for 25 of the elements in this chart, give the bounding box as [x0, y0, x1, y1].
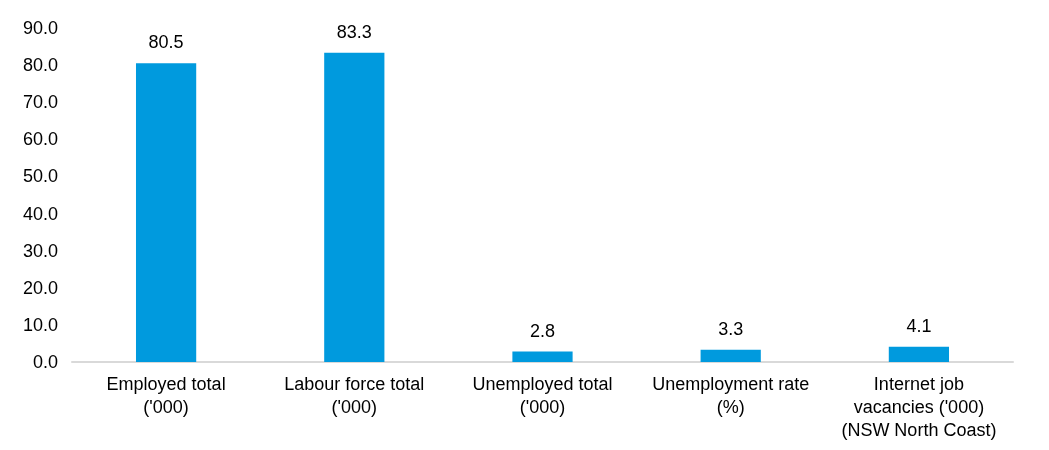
x-tick-label: Unemployment rate (%) — [652, 373, 810, 417]
y-tick-label: 0.0 — [32, 352, 58, 372]
y-tick-label: 60.0 — [22, 129, 58, 150]
y-tick-label: 70.0 — [22, 92, 58, 113]
data-label: 3.3 — [718, 318, 744, 339]
data-label: 4.1 — [906, 315, 932, 336]
x-tick-label: Unemployed total ('000) — [472, 373, 613, 417]
bar — [135, 63, 197, 362]
x-tick-label: Labour force total ('000) — [284, 373, 425, 417]
x-tick-label: Internet job vacancies ('000) (NSW North Coast) — [841, 373, 997, 440]
y-tick-label: 90.0 — [22, 18, 58, 38]
y-tick-label: 20.0 — [22, 277, 58, 298]
y-tick-label: 80.0 — [22, 55, 58, 76]
y-tick-label: 40.0 — [22, 203, 58, 224]
x-tick-label: Employed total ('000) — [106, 373, 226, 417]
bar — [888, 346, 950, 362]
y-tick-label: 30.0 — [22, 240, 58, 261]
y-tick-label: 50.0 — [22, 166, 58, 187]
data-label: 80.5 — [148, 32, 184, 53]
bar — [700, 349, 761, 362]
bar — [324, 52, 385, 362]
bar — [512, 351, 573, 362]
data-label: 83.3 — [336, 21, 372, 42]
data-label: 2.8 — [529, 320, 556, 341]
y-tick-label: 10.0 — [22, 314, 58, 335]
